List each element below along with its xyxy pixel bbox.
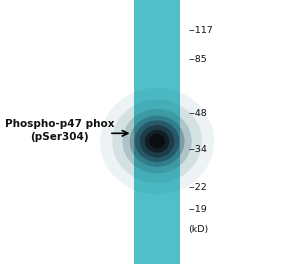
Ellipse shape: [135, 120, 179, 162]
Text: Phospho-p47 phox
(pSer304): Phospho-p47 phox (pSer304): [5, 119, 114, 142]
Ellipse shape: [130, 116, 185, 167]
Ellipse shape: [145, 130, 169, 153]
Text: (kD): (kD): [188, 225, 209, 234]
Ellipse shape: [123, 109, 192, 173]
Text: --48: --48: [188, 109, 207, 118]
Ellipse shape: [112, 100, 202, 183]
Text: --117: --117: [188, 26, 213, 35]
Ellipse shape: [100, 88, 214, 195]
Text: --85: --85: [188, 55, 207, 64]
Bar: [134, 0, 180, 264]
Ellipse shape: [149, 134, 165, 148]
Text: --19: --19: [188, 205, 207, 214]
Text: --22: --22: [188, 183, 207, 192]
Text: --34: --34: [188, 145, 207, 154]
Ellipse shape: [140, 125, 174, 157]
